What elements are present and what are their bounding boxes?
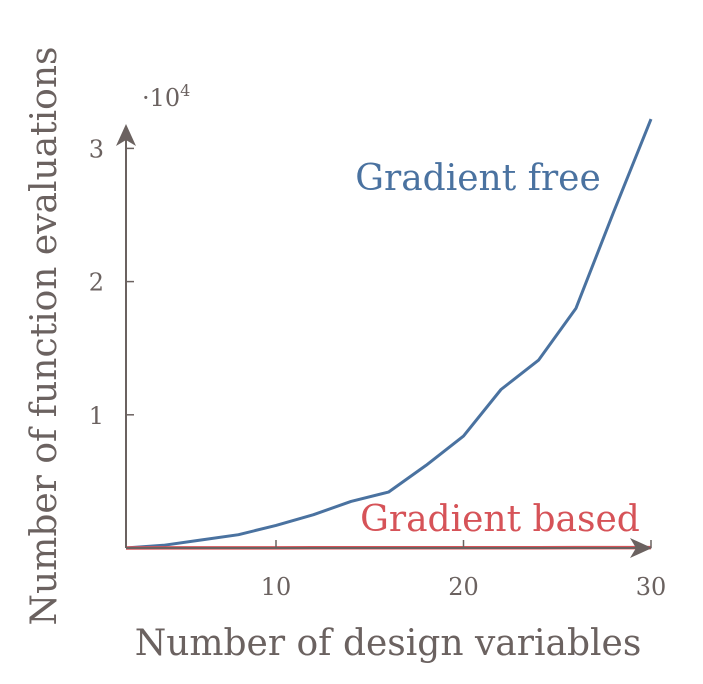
y-multiplier: ·104: [142, 81, 190, 112]
series-label-gradient-free: Gradient free: [355, 158, 601, 199]
ticks-layer: 10 20 30 1 2 3: [89, 135, 667, 601]
y-tick-label: 2: [89, 269, 104, 297]
x-tick-label: 30: [636, 573, 667, 601]
y-axis-arrow-icon: [116, 124, 136, 146]
x-tick-label: 10: [261, 573, 292, 601]
x-tick-label: 20: [448, 573, 479, 601]
y-axis-label: Number of function evaluations: [24, 47, 65, 626]
y-tick-label: 1: [89, 402, 104, 430]
x-axis-label: Number of design variables: [135, 623, 642, 664]
y-tick-label: 3: [89, 135, 104, 163]
axes-layer: [116, 124, 652, 558]
series-label-gradient-based: Gradient based: [360, 499, 640, 540]
y-multiplier-exponent: 4: [180, 81, 190, 100]
series-line-gradient-free: [125, 118, 653, 550]
y-multiplier-base: ·10: [142, 84, 180, 112]
x-axis-arrow-icon: [630, 538, 652, 558]
